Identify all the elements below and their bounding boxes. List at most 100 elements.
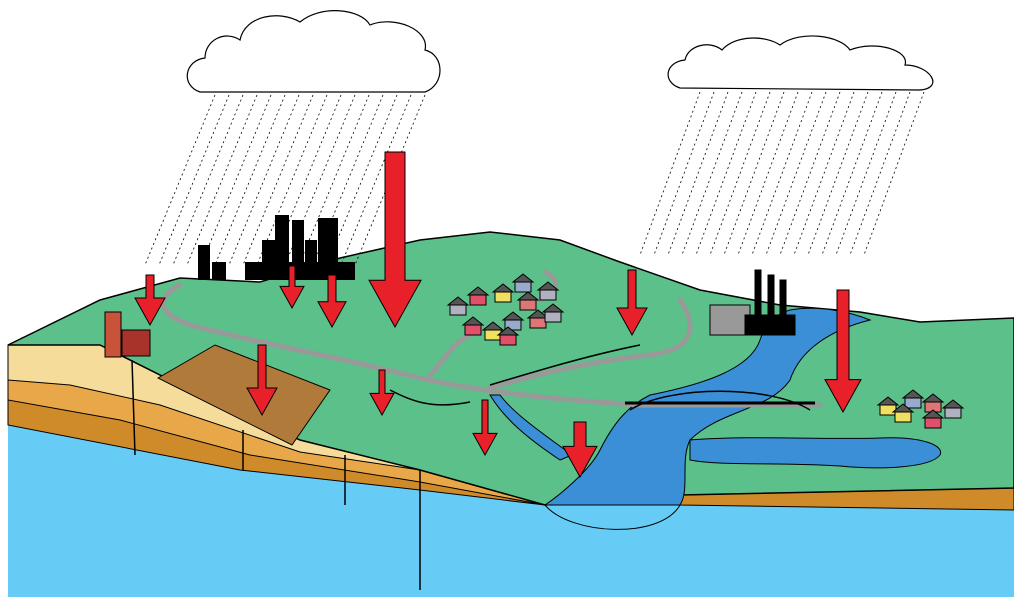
silo (104, 311, 122, 358)
roof (516, 291, 540, 301)
house (539, 289, 557, 301)
arrow (368, 151, 422, 329)
rain-streak (723, 91, 785, 256)
rain-streak (681, 91, 743, 256)
roof (876, 396, 900, 406)
rain-streak (863, 91, 925, 256)
farm (104, 311, 151, 358)
building (262, 240, 276, 270)
house (464, 324, 482, 336)
cloud (667, 35, 934, 91)
aquifer-lens (543, 504, 681, 530)
rain-streak (256, 94, 328, 266)
rain-streak (709, 91, 771, 256)
houses (446, 273, 965, 429)
house (499, 334, 517, 346)
house (894, 411, 912, 423)
arrow (246, 344, 278, 417)
rain-streak (765, 91, 827, 256)
city (198, 215, 355, 280)
factory (709, 269, 796, 336)
rain-streak (793, 91, 855, 256)
well (131, 359, 136, 456)
bridge (625, 390, 815, 411)
cloud (186, 10, 441, 93)
roof (446, 296, 470, 306)
rain-streak (326, 94, 398, 266)
rain-streak (200, 94, 272, 266)
building (198, 245, 210, 280)
rain-streak (214, 94, 286, 266)
roof (921, 393, 945, 403)
rain-streak (158, 94, 230, 266)
rain-streak (284, 94, 356, 266)
house (529, 317, 547, 329)
farm-field (156, 344, 331, 446)
roof (891, 403, 915, 413)
rain-streak (849, 91, 911, 256)
rain-streak (821, 91, 883, 256)
arrow (616, 269, 648, 337)
stream-line (389, 344, 641, 406)
arrows (134, 151, 862, 479)
roof (941, 399, 965, 409)
rain-streak (779, 91, 841, 256)
rain-streak (751, 91, 813, 256)
groundwater (8, 425, 1014, 597)
house (449, 304, 467, 316)
arrow (134, 274, 166, 327)
rain-streak (228, 94, 300, 266)
arrow (369, 369, 395, 417)
building (318, 218, 338, 270)
house (494, 291, 512, 303)
wells (131, 359, 421, 590)
rain-streak (144, 94, 216, 266)
rain-streak (639, 91, 701, 256)
rain-streak (835, 91, 897, 256)
roof (466, 286, 490, 296)
road (427, 332, 473, 378)
roof (536, 281, 560, 291)
rain-streak (340, 94, 412, 266)
house (469, 294, 487, 306)
factory-building (709, 304, 751, 336)
lake (689, 437, 942, 469)
building (292, 220, 304, 270)
roof (511, 273, 535, 283)
roof (901, 389, 925, 399)
barn (121, 329, 151, 357)
rain-streak (172, 94, 244, 266)
roof (501, 311, 525, 321)
roof (541, 303, 565, 313)
arrow (317, 274, 347, 329)
house (924, 417, 942, 429)
arrow (824, 289, 862, 414)
rain-streak (312, 94, 384, 266)
factory-wing (744, 314, 796, 336)
house (544, 311, 562, 323)
building (212, 262, 226, 280)
house (904, 397, 922, 409)
rain-streak (242, 94, 314, 266)
building (305, 240, 317, 270)
rain-streak (270, 94, 342, 266)
roof (491, 283, 515, 293)
rain-streak (298, 94, 370, 266)
rain-streak (807, 91, 869, 256)
building (275, 215, 289, 270)
rain-streak (653, 91, 715, 256)
house (879, 404, 897, 416)
rain-streak (186, 94, 258, 266)
roof (461, 316, 485, 326)
roof (481, 321, 505, 331)
arrow (472, 399, 498, 457)
road (487, 297, 693, 391)
rain-streak (737, 91, 799, 256)
rain-streak (695, 91, 757, 256)
rain (144, 91, 925, 266)
roof (921, 409, 945, 419)
house (944, 407, 962, 419)
house (514, 281, 532, 293)
